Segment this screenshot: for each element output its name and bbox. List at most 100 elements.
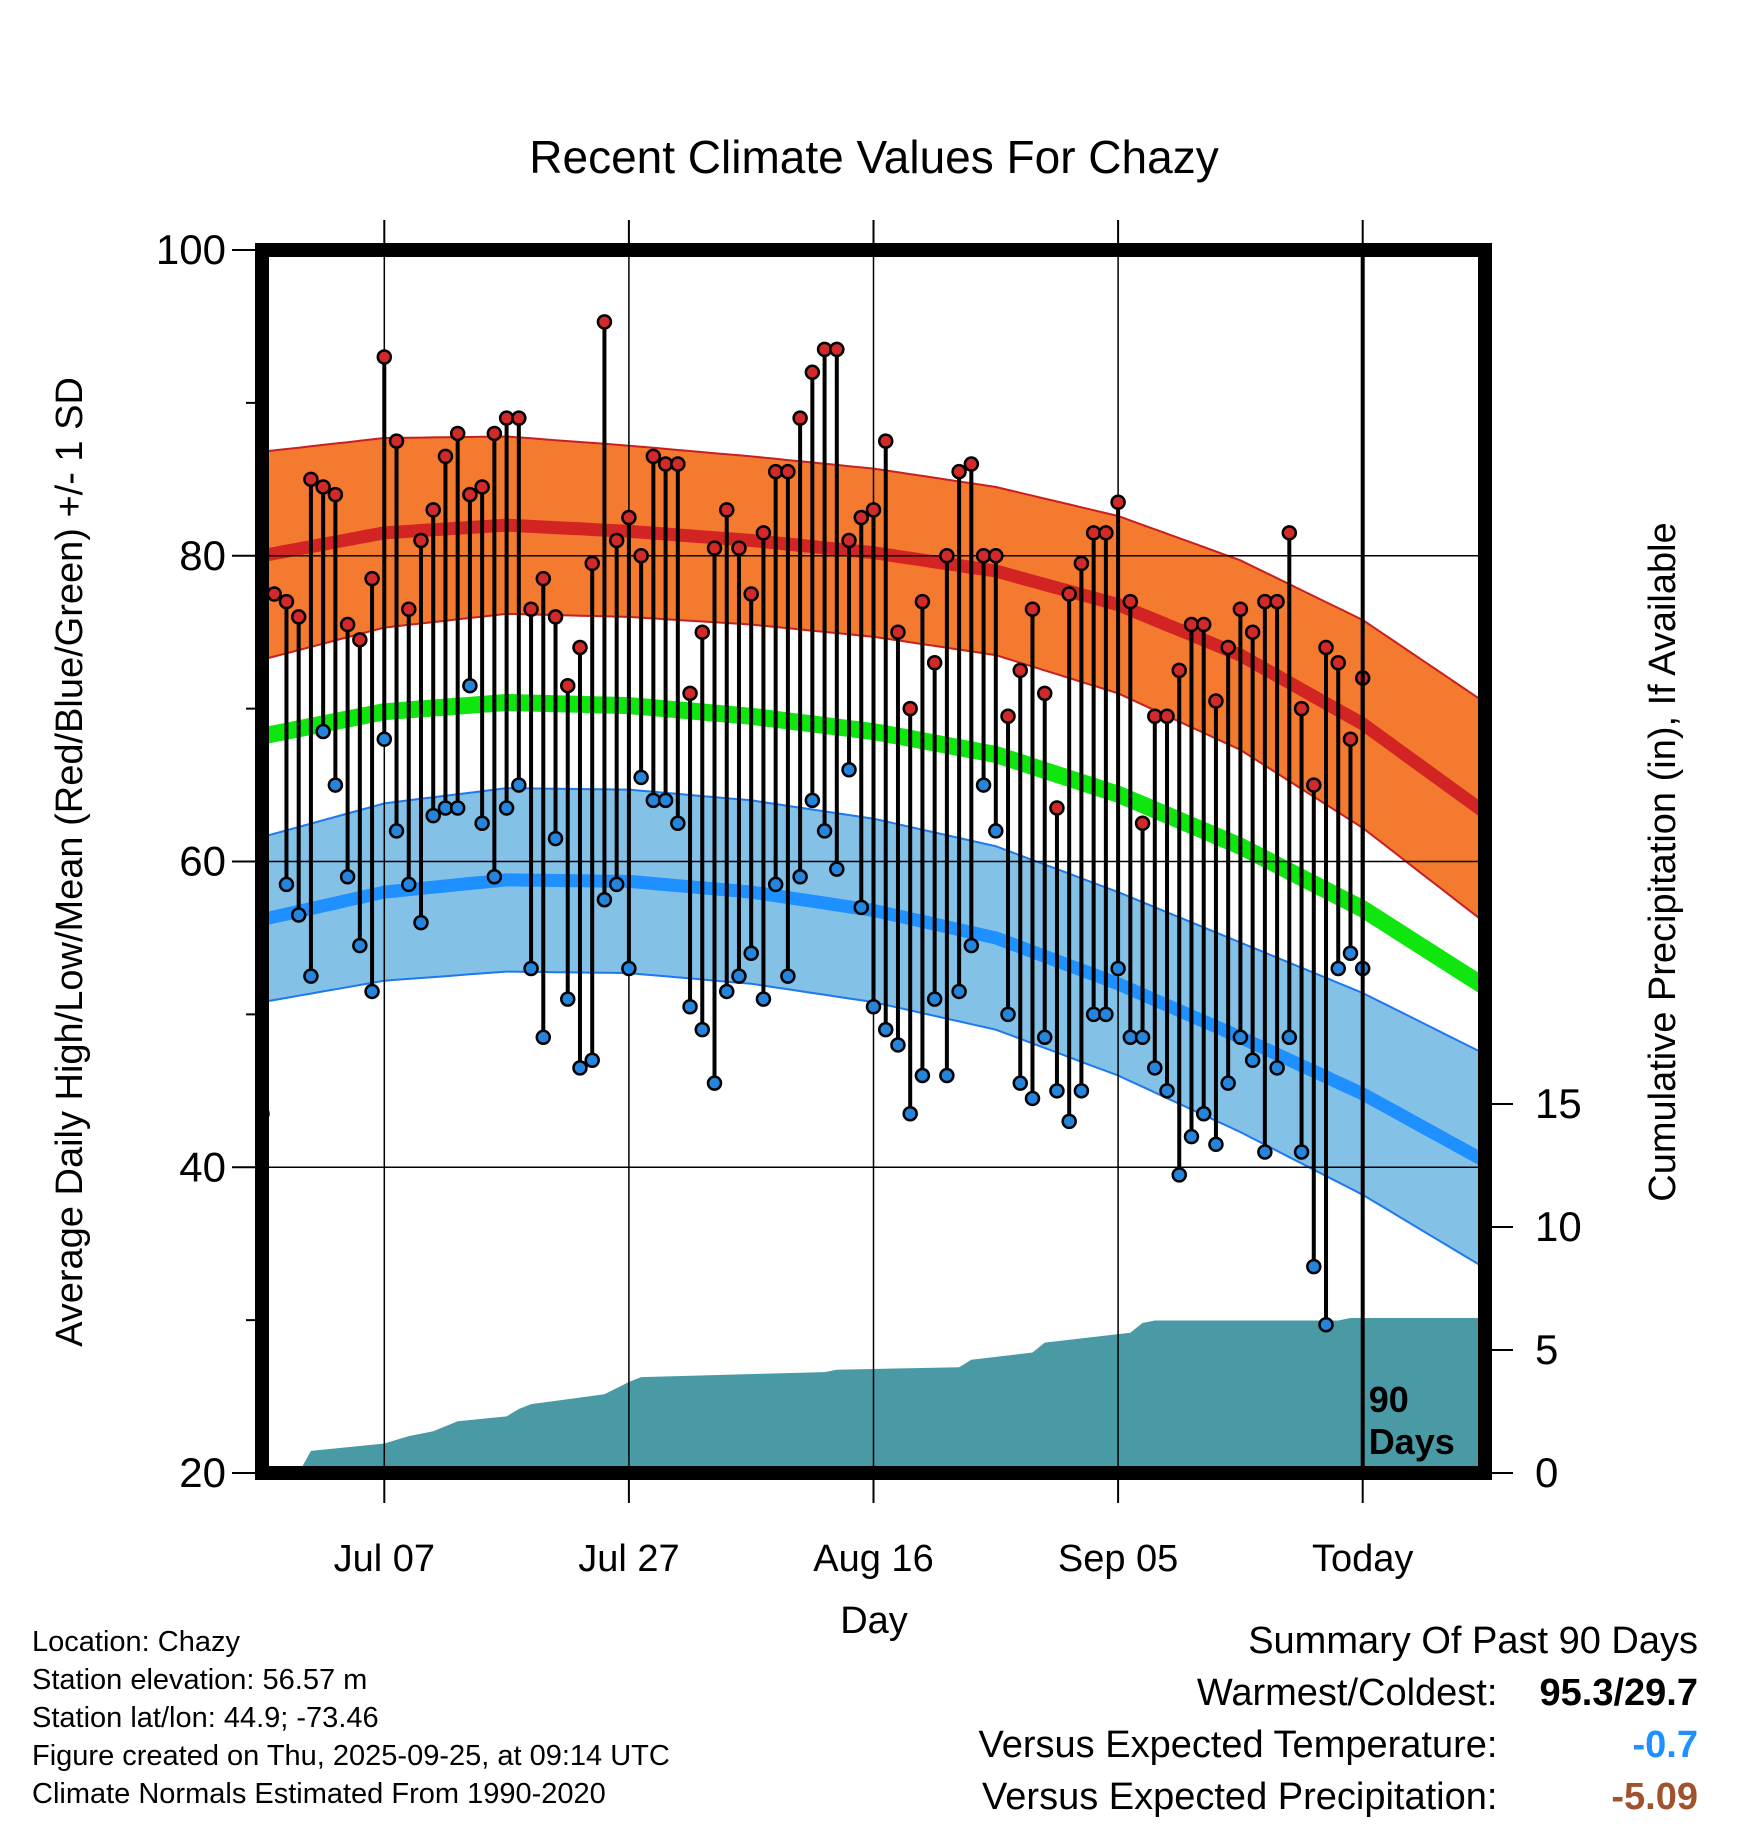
daily-high-point	[780, 463, 796, 480]
daily-low-point	[1183, 1128, 1200, 1145]
daily-high-point	[1159, 708, 1175, 725]
daily-high-point	[560, 677, 576, 694]
temp-value: -0.7	[1632, 1724, 1698, 1766]
x-axis-label: Day	[840, 1600, 908, 1642]
x-tick-label: Aug 16	[813, 1538, 933, 1580]
daily-high-point	[829, 341, 845, 358]
daily-low-point	[1232, 1029, 1249, 1046]
daily-low-point	[1073, 1083, 1090, 1099]
summary-warm-cold: Warmest/Coldest: 95.3/29.7	[1197, 1672, 1698, 1715]
daily-low-point	[841, 762, 857, 778]
daily-low-point	[1318, 1316, 1334, 1333]
daily-high-point	[425, 502, 441, 518]
daily-high-point	[449, 425, 466, 442]
daily-high-point	[1098, 525, 1114, 541]
x-tick-label: Jul 27	[578, 1538, 679, 1580]
daily-high-point	[694, 624, 711, 640]
daily-low-point	[1134, 1029, 1151, 1046]
daily-high-point	[486, 425, 503, 442]
daily-low-point	[1257, 1144, 1273, 1160]
daily-high-point	[706, 540, 723, 556]
daily-low-point	[767, 876, 784, 893]
daily-high-point	[1000, 708, 1016, 725]
daily-high-point	[914, 593, 931, 610]
daily-low-point	[682, 998, 698, 1015]
daily-high-point	[474, 479, 490, 495]
daily-low-point	[902, 1105, 918, 1122]
daily-low-point	[780, 968, 796, 984]
daily-high-point	[792, 410, 808, 426]
daily-low-point	[939, 1067, 955, 1084]
daily-low-point	[706, 1075, 723, 1091]
daily-low-point	[315, 723, 331, 740]
daily-low-point	[1330, 960, 1346, 977]
daily-low-point	[1306, 1258, 1322, 1275]
precip-label: Versus Expected Precipitation:	[982, 1776, 1498, 1818]
daily-low-point	[535, 1029, 552, 1046]
footer-created: Figure created on Thu, 2025-09-25, at 09…	[32, 1740, 670, 1772]
daily-high-point	[290, 609, 307, 625]
daily-high-point	[1171, 662, 1187, 679]
daily-low-point	[596, 891, 613, 908]
daily-high-point	[645, 448, 662, 465]
daily-high-point	[572, 639, 588, 656]
daily-low-point	[951, 983, 967, 1000]
daily-sticks	[262, 314, 1371, 1333]
daily-low-point	[352, 937, 368, 954]
daily-low-point	[1342, 945, 1359, 961]
daily-low-point	[816, 823, 833, 839]
daily-high-point	[1232, 601, 1249, 618]
daily-high-point	[608, 532, 625, 549]
daily-low-point	[339, 869, 356, 885]
daily-high-point	[388, 433, 405, 449]
daily-low-point	[572, 1060, 588, 1076]
daily-low-point	[511, 777, 527, 793]
daily-high-point	[547, 609, 564, 625]
daily-high-point	[1269, 593, 1285, 610]
daily-low-point	[1269, 1060, 1285, 1076]
daily-high-point	[853, 509, 870, 526]
daily-high-point	[1330, 655, 1346, 671]
daily-high-point	[1342, 731, 1359, 747]
daily-high-point	[376, 349, 393, 365]
daily-low-point	[670, 815, 686, 832]
summary-temperature: Versus Expected Temperature: -0.7	[979, 1724, 1698, 1767]
daily-low-point	[743, 945, 759, 961]
daily-low-point	[1147, 1060, 1163, 1076]
daily-high-point	[865, 502, 882, 518]
daily-high-point	[584, 555, 600, 572]
daily-low-point	[865, 998, 882, 1015]
today-days-label: Days	[1369, 1421, 1455, 1462]
daily-low-point	[829, 861, 845, 877]
daily-high-point	[1024, 601, 1041, 618]
daily-low-point	[755, 991, 772, 1007]
daily-low-point	[877, 1021, 894, 1038]
daily-low-point	[1244, 1052, 1261, 1068]
daily-high-point	[877, 433, 894, 449]
daily-high-point	[1306, 777, 1322, 793]
y-tick-label: 40	[179, 1143, 226, 1190]
daily-high-point	[1195, 616, 1212, 633]
daily-low-point	[633, 769, 649, 786]
daily-low-point	[988, 823, 1004, 839]
daily-high-point	[1036, 685, 1053, 702]
daily-low-point	[1098, 1006, 1114, 1023]
summary-title: Summary Of Past 90 Days	[1248, 1620, 1698, 1662]
daily-high-point	[511, 410, 527, 426]
y2-tick-label: 0	[1535, 1449, 1558, 1496]
daily-low-point	[327, 777, 344, 793]
daily-low-point	[1012, 1075, 1029, 1091]
daily-high-point	[939, 548, 955, 564]
daily-high-point	[596, 314, 613, 330]
x-tick-label: Sep 05	[1058, 1538, 1178, 1580]
daily-high-point	[278, 593, 295, 610]
daily-low-point	[731, 968, 747, 984]
daily-low-point	[1171, 1167, 1187, 1183]
y-tick-label: 60	[179, 838, 226, 885]
daily-high-point	[951, 463, 967, 480]
daily-low-point	[1024, 1090, 1041, 1107]
daily-low-point	[376, 731, 393, 747]
daily-low-point	[608, 876, 625, 893]
daily-high-point	[303, 471, 319, 488]
